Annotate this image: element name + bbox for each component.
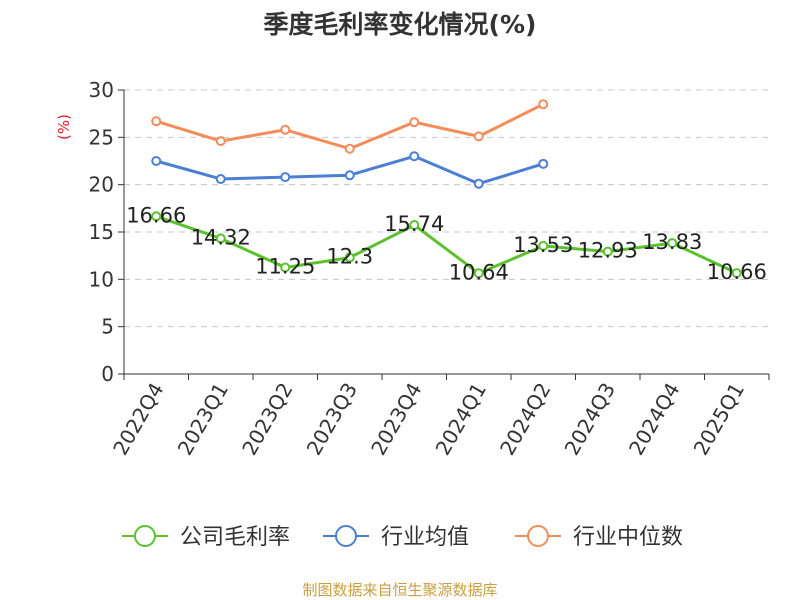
x-tick-label: 2024Q3	[560, 379, 620, 460]
x-tick-label: 2024Q1	[431, 379, 491, 460]
series-point	[344, 252, 355, 263]
data-label: 13.53	[513, 233, 573, 257]
legend-label: 公司毛利率	[180, 525, 290, 550]
y-tick-label: 15	[89, 220, 114, 244]
x-tick-label: 2023Q1	[173, 379, 233, 460]
series-point	[409, 117, 420, 128]
legend-marker	[335, 525, 357, 547]
series-line-0	[155, 214, 738, 275]
series-point	[280, 262, 291, 273]
series-point	[280, 124, 291, 135]
data-label: 15.74	[384, 212, 444, 236]
data-label: 14.32	[191, 225, 251, 249]
series-point	[538, 240, 549, 251]
legend-marker	[134, 525, 156, 547]
axes	[118, 89, 770, 380]
series-point	[538, 158, 549, 169]
series-point	[409, 151, 420, 162]
series-point	[667, 238, 678, 249]
x-tick-label: 2024Q2	[495, 379, 555, 460]
data-label: 12.3	[326, 245, 373, 269]
data-label: 11.25	[255, 255, 315, 279]
y-tick-label: 20	[89, 173, 114, 197]
x-tick-label: 2023Q2	[237, 379, 297, 460]
series-point	[215, 173, 226, 184]
series-point	[409, 219, 420, 230]
data-label: 12.93	[578, 239, 638, 263]
legend-marker	[527, 525, 549, 547]
series-point	[215, 136, 226, 147]
x-tick-label: 2025Q1	[689, 379, 749, 460]
x-tick-label: 2023Q3	[302, 379, 362, 460]
series-line-2	[155, 102, 544, 151]
data-label: 10.64	[449, 260, 509, 284]
series-point	[151, 116, 162, 127]
chart-title: 季度毛利率变化情况(%)	[264, 10, 537, 39]
legend: 公司毛利率 行业均值 行业中位数	[122, 525, 683, 550]
source-note: 制图数据来自恒生聚源数据库	[302, 581, 497, 599]
series-point	[473, 131, 484, 142]
series-point	[280, 172, 291, 183]
series-point	[151, 156, 162, 166]
series-point	[731, 268, 742, 279]
y-tick-label: 30	[89, 78, 114, 102]
y-tick-label: 5	[101, 315, 114, 339]
data-label: 10.66	[707, 260, 767, 284]
series-points	[151, 99, 742, 279]
series-point	[344, 143, 355, 154]
series-point	[602, 246, 613, 257]
y-axis-unit: (%)	[55, 114, 73, 140]
series-point	[473, 268, 484, 279]
legend-label: 行业均值	[381, 525, 469, 550]
series-point	[538, 99, 549, 110]
x-tick-label: 2022Q4	[108, 379, 168, 460]
grid-lines	[124, 89, 769, 328]
x-tick-label: 2024Q4	[624, 379, 684, 460]
series-point	[473, 178, 484, 189]
y-tick-labels: 0 5 10 15 20 25 30	[89, 78, 114, 386]
data-label: 13.83	[642, 230, 702, 254]
data-label: 16.66	[126, 203, 186, 227]
series-point	[151, 211, 162, 222]
series-point	[344, 170, 355, 181]
series-point	[215, 233, 226, 244]
legend-label: 行业中位数	[573, 525, 683, 550]
x-tick-labels: 2022Q4 2023Q1 2023Q2 2023Q3 2023Q4 2024Q1 2024…	[108, 379, 749, 460]
y-tick-label: 25	[89, 125, 114, 149]
y-tick-label: 0	[101, 362, 114, 386]
x-tick-label: 2023Q4	[366, 379, 426, 460]
y-tick-label: 10	[89, 267, 114, 291]
